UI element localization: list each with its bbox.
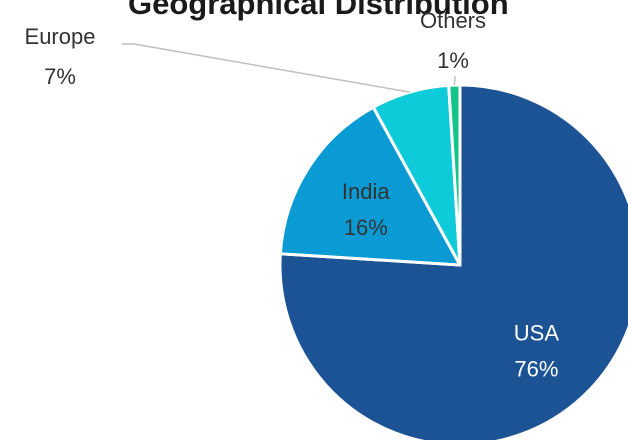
slice-label-others: Others [420,8,486,33]
slice-value-india: 16% [344,215,388,240]
pie-slice-india [278,105,462,267]
leader-lines [122,43,456,93]
leader-line-europe [122,43,410,93]
slice-label-india: India [342,179,390,204]
slice-value-europe: 7% [44,64,76,89]
pie-slices [278,83,628,440]
slice-value-others: 1% [437,48,469,73]
chart-title: Geographical Distribution [128,0,509,21]
slice-label-usa: USA [514,320,560,345]
slice-label-europe: Europe [25,24,96,49]
leader-line-others [453,75,456,86]
slice-value-usa: 76% [514,356,558,381]
pie-slice-usa [278,83,628,440]
slice-labels: USA 76% India 16% Europe 7% Others 1% [25,8,560,381]
